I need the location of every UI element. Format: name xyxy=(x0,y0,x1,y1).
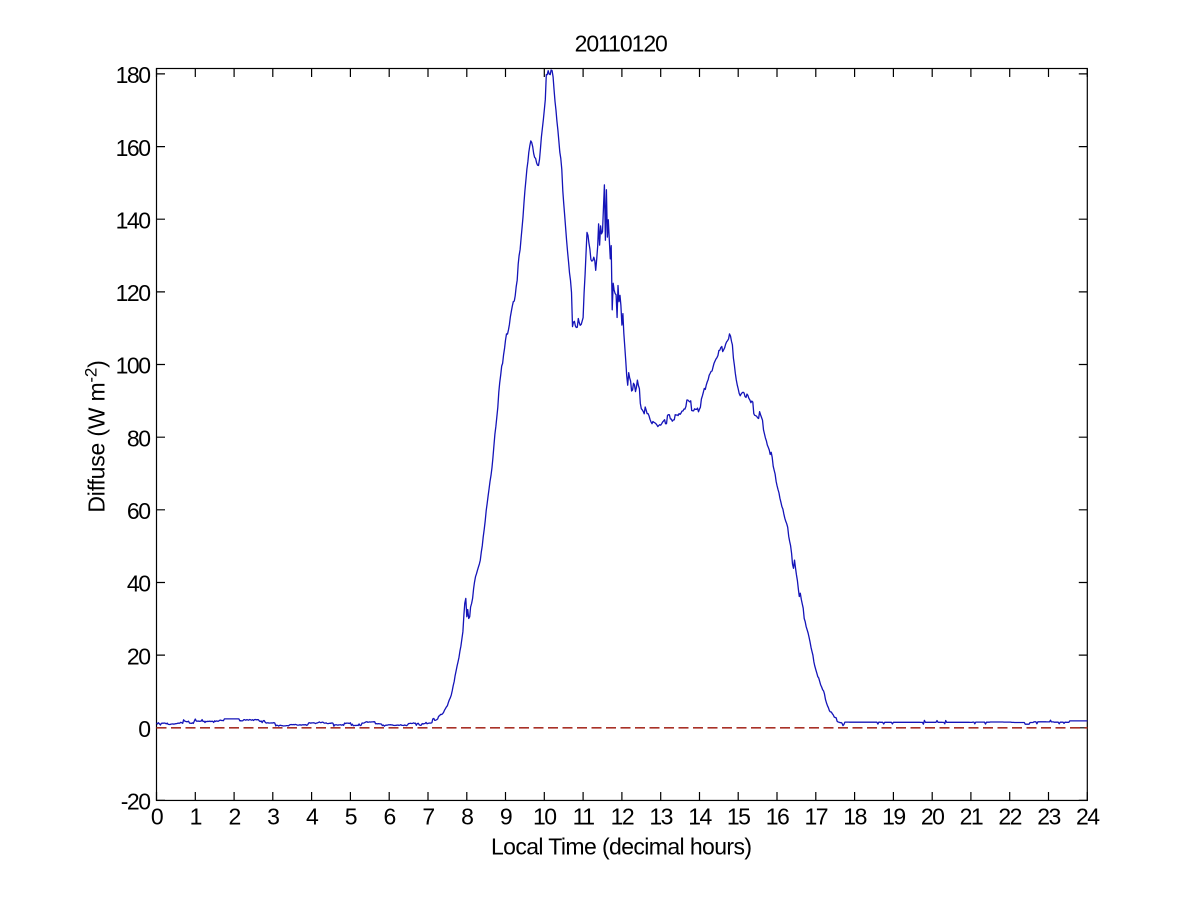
svg-text:140: 140 xyxy=(116,207,151,233)
svg-text:13: 13 xyxy=(649,804,672,830)
svg-text:80: 80 xyxy=(127,425,150,451)
svg-text:16: 16 xyxy=(766,804,789,830)
svg-text:120: 120 xyxy=(116,280,151,306)
svg-text:60: 60 xyxy=(127,498,150,524)
svg-text:Diffuse (W m-2): Diffuse (W m-2) xyxy=(82,360,110,512)
svg-text:0: 0 xyxy=(151,804,163,830)
svg-text:23: 23 xyxy=(1037,804,1060,830)
svg-text:20: 20 xyxy=(127,643,150,669)
svg-text:40: 40 xyxy=(127,571,150,597)
svg-text:22: 22 xyxy=(998,804,1021,830)
svg-text:11: 11 xyxy=(573,804,595,830)
svg-text:1: 1 xyxy=(190,804,202,830)
svg-text:5: 5 xyxy=(345,804,357,830)
svg-text:24: 24 xyxy=(1076,804,1100,830)
svg-text:10: 10 xyxy=(533,804,556,830)
svg-text:4: 4 xyxy=(306,804,319,830)
svg-text:100: 100 xyxy=(116,353,151,379)
svg-text:2: 2 xyxy=(228,804,240,830)
svg-text:160: 160 xyxy=(116,135,151,161)
svg-text:6: 6 xyxy=(384,804,396,830)
svg-text:8: 8 xyxy=(461,804,473,830)
svg-text:19: 19 xyxy=(882,804,905,830)
svg-text:17: 17 xyxy=(805,804,828,830)
svg-text:20: 20 xyxy=(921,804,944,830)
svg-text:Local Time (decimal hours): Local Time (decimal hours) xyxy=(491,834,752,860)
svg-text:21: 21 xyxy=(960,804,983,830)
svg-text:9: 9 xyxy=(500,804,512,830)
svg-text:0: 0 xyxy=(138,716,150,742)
svg-text:12: 12 xyxy=(611,804,634,830)
svg-text:3: 3 xyxy=(267,804,279,830)
svg-text:18: 18 xyxy=(843,804,866,830)
svg-text:-20: -20 xyxy=(121,789,150,815)
svg-text:14: 14 xyxy=(688,804,712,830)
svg-text:15: 15 xyxy=(727,804,750,830)
svg-text:20110120: 20110120 xyxy=(575,31,667,57)
svg-text:180: 180 xyxy=(116,62,151,88)
svg-text:7: 7 xyxy=(422,804,434,830)
